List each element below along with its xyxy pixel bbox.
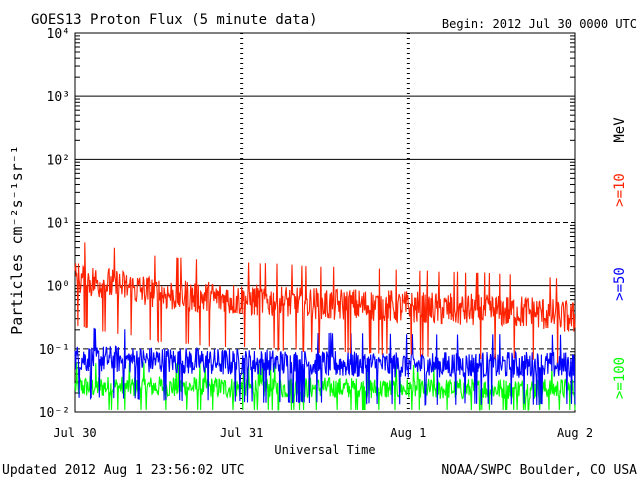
y-tick-labels: 10⁻² 10⁻¹ 10⁰ 10¹ 10² 10³ 10⁴ bbox=[39, 27, 70, 421]
x-tick-label: Aug 1 bbox=[390, 426, 426, 440]
begin-time: Begin: 2012 Jul 30 0000 UTC bbox=[442, 17, 637, 31]
x-tick-label: Jul 30 bbox=[53, 426, 96, 440]
series-layer bbox=[74, 242, 576, 411]
y-tick-label: 10⁰ bbox=[47, 280, 70, 295]
x-tick-label: Aug 2 bbox=[557, 426, 593, 440]
y-tick-label: 10⁻¹ bbox=[39, 343, 70, 358]
y-tick-label: 10² bbox=[47, 153, 70, 168]
x-tick-label: Jul 31 bbox=[220, 426, 263, 440]
legend-ge10: >=10 bbox=[612, 173, 628, 207]
y-tick-label: 10⁴ bbox=[47, 27, 70, 42]
legend-ge100: >=100 bbox=[612, 357, 628, 399]
credit-text: NOAA/SWPC Boulder, CO USA bbox=[441, 463, 637, 478]
energy-unit-label: MeV bbox=[612, 117, 628, 143]
y-tick-label: 10⁻² bbox=[39, 406, 70, 421]
y-tick-label: 10¹ bbox=[47, 217, 70, 232]
y-tick-label: 10³ bbox=[47, 90, 70, 105]
updated-timestamp: Updated 2012 Aug 1 23:56:02 UTC bbox=[2, 463, 245, 478]
x-axis-label: Universal Time bbox=[274, 443, 375, 457]
y-axis-label: Particles cm⁻²s⁻¹sr⁻¹ bbox=[8, 145, 26, 335]
legend-ge50: >=50 bbox=[612, 267, 628, 301]
x-tick-labels: Jul 30 Jul 31 Aug 1 Aug 2 bbox=[53, 426, 593, 440]
series-line-ge50 bbox=[74, 327, 576, 406]
chart-title: GOES13 Proton Flux (5 minute data) bbox=[31, 12, 318, 28]
series-line-ge10 bbox=[74, 242, 576, 364]
